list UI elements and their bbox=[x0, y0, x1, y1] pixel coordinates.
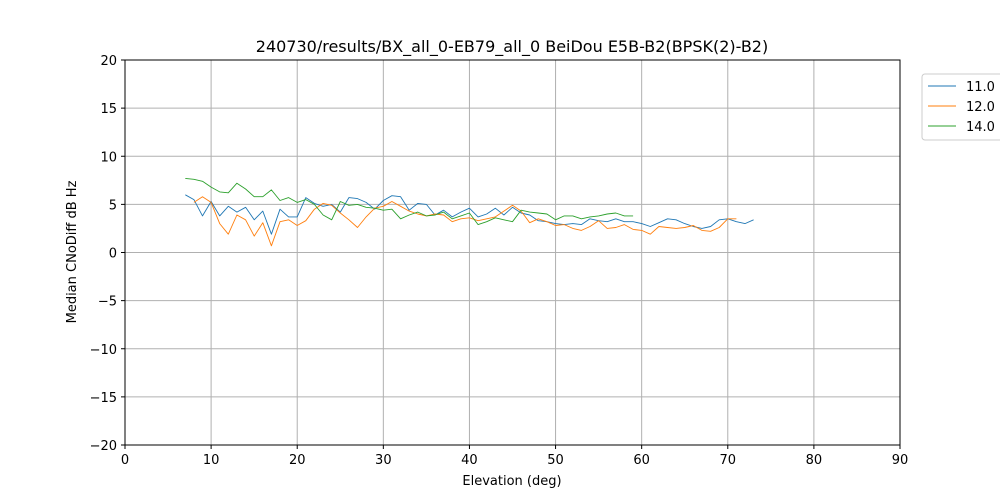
y-axis-label: Median CNoDiff dB Hz bbox=[65, 180, 80, 323]
y-tick-label: 10 bbox=[100, 150, 117, 165]
legend-box bbox=[921, 73, 1000, 141]
x-tick-label: 80 bbox=[806, 453, 823, 468]
y-axis: 20 15 10 5 0 −5 −10 −15 −20 bbox=[90, 54, 125, 454]
series-line-11.0 bbox=[185, 194, 754, 235]
legend-label: 11.0 bbox=[966, 80, 995, 95]
legend: 11.0 12.0 14.0 bbox=[921, 73, 1000, 141]
legend-label: 14.0 bbox=[966, 120, 995, 135]
grid bbox=[124, 59, 901, 446]
y-tick-label: 20 bbox=[100, 54, 117, 69]
x-tick-label: 40 bbox=[461, 453, 478, 468]
x-axis-label: Elevation (deg) bbox=[462, 474, 561, 489]
x-tick-label: 70 bbox=[720, 453, 737, 468]
chart-title: 240730/results/BX_all_0-EB79_all_0 BeiDo… bbox=[256, 37, 768, 57]
series-layer bbox=[185, 177, 754, 247]
y-tick-label: −5 bbox=[98, 295, 117, 310]
y-tick-label: 5 bbox=[109, 198, 117, 213]
x-tick-label: 30 bbox=[375, 453, 392, 468]
y-tick-label: 0 bbox=[109, 247, 117, 262]
x-tick-label: 0 bbox=[121, 453, 129, 468]
x-tick-label: 20 bbox=[289, 453, 306, 468]
legend-label: 12.0 bbox=[966, 100, 995, 115]
x-tick-label: 10 bbox=[203, 453, 220, 468]
x-tick-label: 60 bbox=[633, 453, 650, 468]
series-line-12.0 bbox=[193, 196, 737, 247]
y-tick-label: −20 bbox=[90, 439, 117, 454]
series-line-14.0 bbox=[185, 177, 634, 226]
y-tick-label: −10 bbox=[90, 343, 117, 358]
x-axis: 0 10 20 30 40 50 60 70 80 90 bbox=[121, 445, 908, 468]
y-tick-label: 15 bbox=[100, 102, 117, 117]
y-tick-label: −15 bbox=[90, 391, 117, 406]
x-tick-label: 90 bbox=[892, 453, 909, 468]
x-tick-label: 50 bbox=[547, 453, 564, 468]
